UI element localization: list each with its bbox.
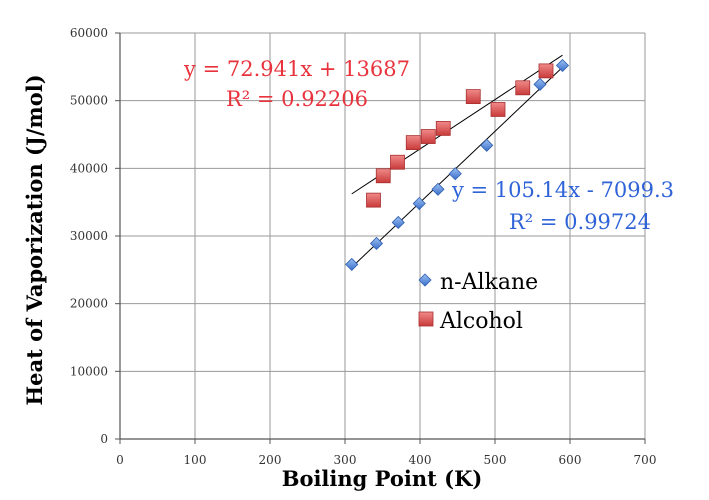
- alcohol-point: [490, 102, 506, 117]
- alcohol-point: [366, 192, 381, 208]
- y-tick-label: 50000: [70, 94, 108, 108]
- x-tick-label: 600: [559, 453, 582, 467]
- n-alkane-point: [412, 196, 426, 211]
- axes: [115, 32, 646, 444]
- y-tick-label: 0: [100, 432, 108, 446]
- legend-n-alkane-marker: [418, 273, 432, 287]
- y-tick-label: 10000: [70, 364, 108, 378]
- alcohol-point: [465, 89, 481, 105]
- n-alkane-trendline: [351, 66, 563, 268]
- y-axis-label: Heat of Vaporization (J/mol): [22, 74, 47, 405]
- tick-labels: 0 10000 20000 30000 40000 50000 60000 0 100 200 30…: [70, 26, 657, 467]
- alcohol-point: [420, 129, 436, 144]
- x-tick-label: 500: [484, 453, 507, 467]
- y-tick-label: 60000: [70, 26, 108, 40]
- n-alkane-point: [345, 257, 359, 271]
- equation-annotations: y = 72.941x + 13687 R² = 0.92206 y = 105.1…: [183, 57, 674, 234]
- x-tick-label: 700: [634, 453, 657, 467]
- trendlines: [351, 54, 563, 268]
- alcohol-point: [390, 154, 405, 170]
- n-alkane-point: [369, 236, 384, 251]
- legend: n-Alkane Alcohol: [418, 270, 538, 334]
- alcohol-point: [375, 168, 391, 184]
- x-tick-label: 400: [409, 453, 432, 467]
- alkane-equation: y = 105.14x - 7099.3: [451, 178, 674, 202]
- y-tick-label: 20000: [70, 297, 108, 311]
- alcohol-point: [405, 135, 421, 151]
- legend-n-alkane-label: n-Alkane: [440, 270, 538, 295]
- alcohol-point: [515, 80, 531, 96]
- n-alkane-point: [480, 138, 494, 152]
- alcohol-point: [435, 121, 451, 136]
- legend-alcohol-label: Alcohol: [439, 309, 523, 334]
- x-tick-label: 100: [184, 453, 207, 467]
- y-tick-label: 40000: [70, 161, 108, 175]
- data-points: [345, 58, 570, 271]
- n-alkane-point: [391, 215, 405, 230]
- n-alkane-point: [533, 77, 547, 91]
- x-tick-label: 300: [334, 453, 357, 467]
- n-alkane-point: [555, 58, 570, 73]
- x-axis-label: Boiling Point (K): [282, 466, 483, 491]
- n-alkane-point: [448, 167, 462, 181]
- alkane-r2: R² = 0.99724: [509, 210, 651, 234]
- alcohol-r2: R² = 0.92206: [226, 87, 368, 111]
- legend-alcohol-marker: [418, 311, 434, 327]
- x-tick-label: 0: [116, 453, 124, 467]
- gridlines: [120, 32, 646, 439]
- alcohol-equation: y = 72.941x + 13687: [183, 57, 410, 81]
- y-tick-label: 30000: [70, 229, 108, 243]
- n-alkane-point: [431, 182, 445, 196]
- x-tick-label: 200: [259, 453, 282, 467]
- alcohol-point: [538, 63, 554, 79]
